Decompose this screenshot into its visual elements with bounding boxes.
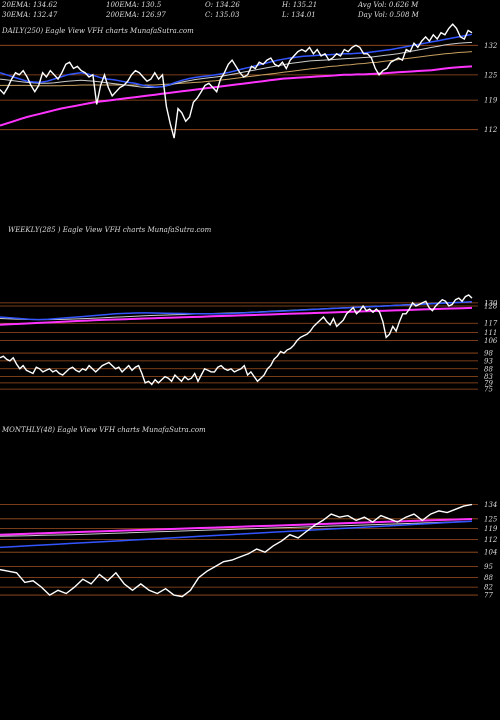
ema20-value: 20EMA: 134.62 <box>2 1 58 9</box>
monthly-y-tick-label: 112 <box>484 536 498 544</box>
monthly-y-tick-label: 119 <box>484 525 498 533</box>
weekly-y-tick-label: 111 <box>484 329 497 337</box>
weekly-y-tick-label: 98 <box>484 350 493 358</box>
monthly-y-tick-label: 104 <box>484 549 497 557</box>
daily-y-tick-label: 125 <box>484 71 498 79</box>
weekly-y-tick-label: 75 <box>484 386 493 394</box>
weekly-ema-slow-line <box>0 306 473 326</box>
daily-y-tick-label: 112 <box>484 126 498 134</box>
monthly-chart-panel: 134 125 119 112 104 95 88 82 77 MONTHLY(48) Eagl… <box>0 425 500 610</box>
weekly-chart-label: WEEKLY(285 ) Eagle View VFH charts Munaf… <box>8 226 212 234</box>
monthly-price-line <box>0 503 473 598</box>
monthly-y-tick-label: 125 <box>484 515 498 523</box>
weekly-y-tick-label: 117 <box>484 320 498 328</box>
low-value: L: 134.01 <box>282 11 316 19</box>
monthly-y-tick-label: 77 <box>484 592 493 600</box>
daily-ema-fast-line <box>0 33 473 88</box>
monthly-ema-mid-line <box>0 520 473 537</box>
high-value: H: 135.21 <box>282 1 318 9</box>
weekly-price-line <box>0 294 473 386</box>
weekly-y-tick-label: 130 <box>484 299 498 307</box>
daily-y-tick-label: 132 <box>484 42 498 50</box>
weekly-y-tick-label: 79 <box>484 379 493 387</box>
weekly-y-tick-label: 83 <box>484 373 493 381</box>
weekly-y-tick-label: 88 <box>484 365 493 373</box>
avg-vol-value: Avg Vol: 0.626 M <box>358 1 419 9</box>
monthly-y-tick-label: 95 <box>484 563 493 571</box>
day-vol-value: Day Vol: 0.508 M <box>358 11 419 19</box>
open-value: O: 134.26 <box>205 1 240 9</box>
weekly-y-tick-label: 106 <box>484 337 498 345</box>
monthly-chart-label: MONTHLY(48) Eagle View VFH charts Munafa… <box>2 426 206 434</box>
weekly-y-tick-label: 93 <box>484 357 493 365</box>
monthly-y-tick-label: 134 <box>484 501 497 509</box>
close-value: C: 135.03 <box>205 11 240 19</box>
ema200-value: 200EMA: 126.97 <box>106 11 166 19</box>
daily-ema30-line <box>0 41 473 88</box>
daily-y-tick-label: 119 <box>484 97 498 105</box>
weekly-y-tick-label: 128 <box>484 302 498 310</box>
ema100-value: 100EMA: 130.5 <box>106 1 162 9</box>
daily-chart: 132 125 119 112 <box>0 23 498 139</box>
ema30-value: 30EMA: 132.47 <box>2 11 58 19</box>
weekly-ema-fast-line <box>0 300 473 321</box>
monthly-ema-fast-line <box>0 520 473 549</box>
weekly-chart-panel: 130 128 117 111 106 98 93 88 83 79 75 WEEKLY(285 )… <box>0 225 500 400</box>
monthly-ema-slow-line <box>0 518 473 536</box>
daily-chart-panel: 132 125 119 112 DAILY(250) Eagle View VFH c… <box>0 0 500 160</box>
monthly-y-tick-label: 88 <box>484 574 493 582</box>
monthly-y-tick-label: 82 <box>484 584 493 592</box>
daily-chart-label: DAILY(250) Eagle View VFH charts MunafaS… <box>2 27 194 35</box>
daily-ema200-line <box>0 65 473 127</box>
daily-price-line <box>0 23 473 139</box>
